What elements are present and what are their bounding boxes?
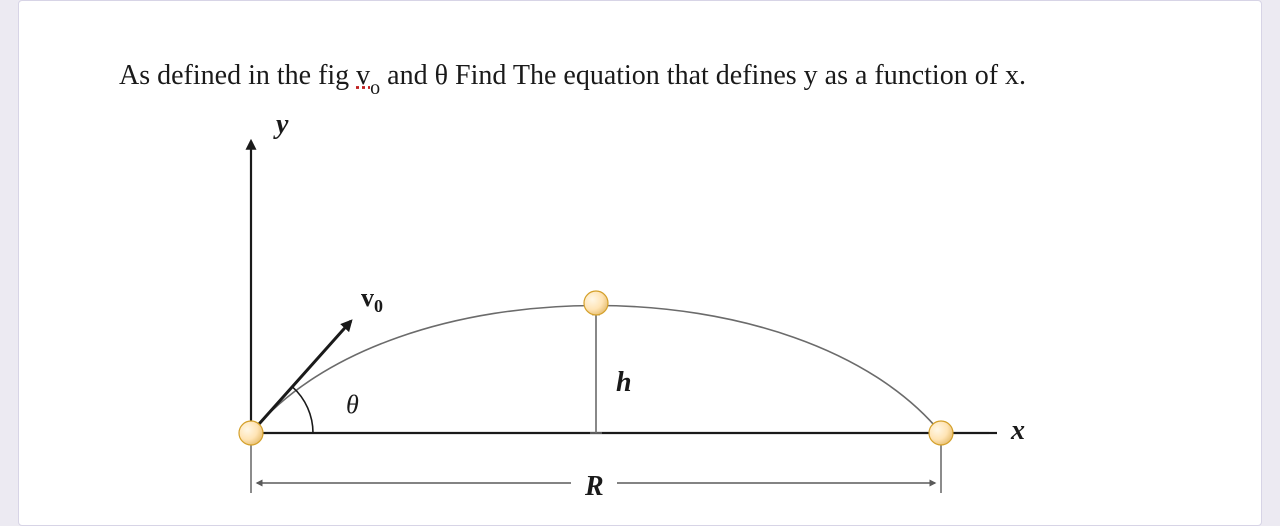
trajectory-diagram: y x θ h Rv0 — [19, 1, 1263, 526]
svg-text:θ: θ — [346, 390, 359, 419]
svg-text:v0: v0 — [361, 283, 383, 316]
page-background: As defined in the fig vo and θ Find The … — [0, 0, 1280, 526]
svg-text:R: R — [584, 471, 604, 502]
svg-text:x: x — [1010, 415, 1025, 446]
svg-text:h: h — [616, 367, 632, 398]
question-card: As defined in the fig vo and θ Find The … — [18, 0, 1262, 526]
svg-text:y: y — [273, 109, 289, 140]
